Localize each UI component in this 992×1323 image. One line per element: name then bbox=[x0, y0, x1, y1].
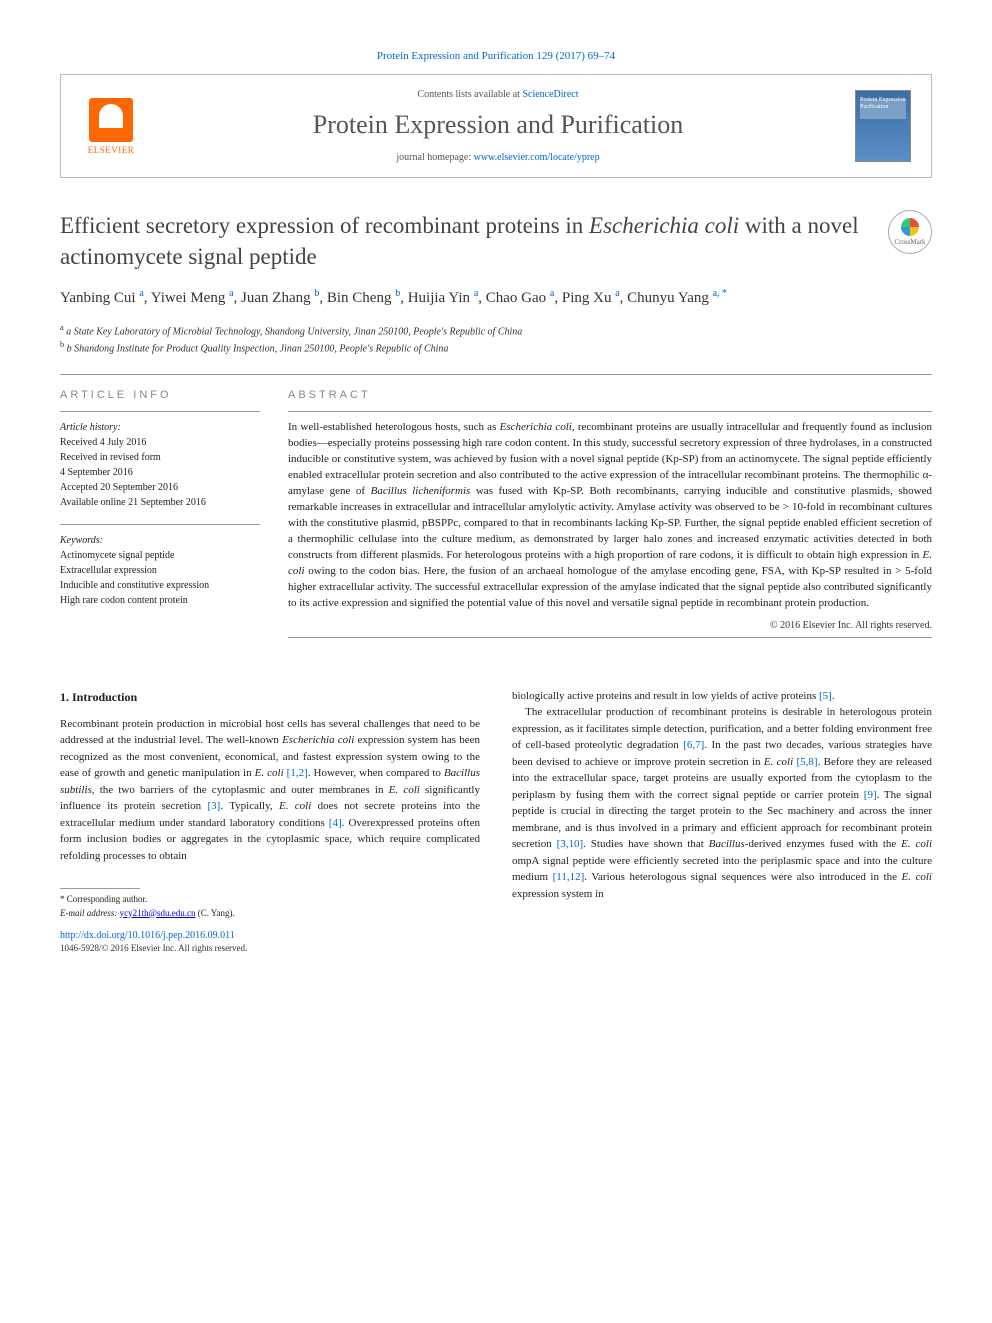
affiliations: a a State Key Laboratory of Microbial Te… bbox=[60, 322, 932, 357]
crossmark-badge[interactable]: CrossMark bbox=[888, 210, 932, 254]
email-link[interactable]: ycy21th@sdu.edu.cn bbox=[120, 908, 196, 918]
abstract-copyright: © 2016 Elsevier Inc. All rights reserved… bbox=[288, 620, 932, 631]
body-paragraph: biologically active proteins and result … bbox=[512, 688, 932, 903]
keywords-section: Keywords: Actinomycete signal peptide Ex… bbox=[60, 533, 260, 608]
keyword: Inducible and constitutive expression bbox=[60, 578, 260, 593]
contents-prefix: Contents lists available at bbox=[417, 89, 522, 100]
elsevier-logo[interactable]: ELSEVIER bbox=[81, 91, 141, 161]
history-label: Article history: bbox=[60, 420, 260, 435]
homepage-line: journal homepage: www.elsevier.com/locat… bbox=[159, 152, 837, 163]
affiliation-b: b b Shandong Institute for Product Quali… bbox=[60, 339, 932, 356]
keywords-label: Keywords: bbox=[60, 533, 260, 548]
top-citation[interactable]: Protein Expression and Purification 129 … bbox=[60, 50, 932, 62]
email-name: (C. Yang). bbox=[198, 908, 235, 918]
sciencedirect-link[interactable]: ScienceDirect bbox=[522, 89, 578, 100]
article-info-heading: ARTICLE INFO bbox=[60, 389, 260, 401]
contents-line: Contents lists available at ScienceDirec… bbox=[159, 89, 837, 100]
body-paragraph: Recombinant protein production in microb… bbox=[60, 716, 480, 865]
body-col-right: biologically active proteins and result … bbox=[512, 688, 932, 921]
article-title: Efficient secretory expression of recomb… bbox=[60, 210, 872, 272]
email-label: E-mail address: bbox=[60, 908, 117, 918]
journal-cover-thumbnail[interactable]: Protein Expression Purification bbox=[855, 90, 911, 162]
keyword: High rare codon content protein bbox=[60, 593, 260, 608]
history-line: Received in revised form bbox=[60, 450, 260, 465]
abstract-heading: ABSTRACT bbox=[288, 389, 932, 401]
keyword: Extracellular expression bbox=[60, 563, 260, 578]
affiliation-a: a a State Key Laboratory of Microbial Te… bbox=[60, 322, 932, 339]
divider bbox=[60, 374, 932, 375]
abstract-text: In well-established heterologous hosts, … bbox=[288, 420, 932, 611]
doi-link[interactable]: http://dx.doi.org/10.1016/j.pep.2016.09.… bbox=[60, 930, 932, 941]
section-heading: 1. Introduction bbox=[60, 688, 480, 706]
body-col-left: 1. Introduction Recombinant protein prod… bbox=[60, 688, 480, 921]
article-info-column: ARTICLE INFO Article history: Received 4… bbox=[60, 389, 260, 651]
history-line: Available online 21 September 2016 bbox=[60, 495, 260, 510]
history-line: Received 4 July 2016 bbox=[60, 435, 260, 450]
homepage-prefix: journal homepage: bbox=[396, 152, 473, 163]
homepage-link[interactable]: www.elsevier.com/locate/yprep bbox=[474, 152, 600, 163]
keyword: Actinomycete signal peptide bbox=[60, 548, 260, 563]
body-columns: 1. Introduction Recombinant protein prod… bbox=[60, 688, 932, 921]
elsevier-tree-icon bbox=[89, 98, 133, 142]
elsevier-label: ELSEVIER bbox=[88, 145, 135, 155]
journal-name: Protein Expression and Purification bbox=[159, 110, 837, 140]
corresponding-author-block: * Corresponding author. E-mail address: … bbox=[60, 888, 480, 920]
journal-header: ELSEVIER Contents lists available at Sci… bbox=[60, 74, 932, 178]
history-line: Accepted 20 September 2016 bbox=[60, 480, 260, 495]
journal-cover-text: Protein Expression Purification bbox=[860, 97, 910, 110]
author-list: Yanbing Cui a, Yiwei Meng a, Juan Zhang … bbox=[60, 286, 932, 310]
crossmark-label: CrossMark bbox=[894, 238, 925, 246]
history-line: 4 September 2016 bbox=[60, 465, 260, 480]
abstract-column: ABSTRACT In well-established heterologou… bbox=[288, 389, 932, 651]
issn-copyright: 1046-5928/© 2016 Elsevier Inc. All right… bbox=[60, 943, 932, 953]
corresponding-label: * Corresponding author. bbox=[60, 893, 480, 907]
article-history: Article history: Received 4 July 2016 Re… bbox=[60, 420, 260, 510]
crossmark-icon bbox=[901, 218, 919, 236]
